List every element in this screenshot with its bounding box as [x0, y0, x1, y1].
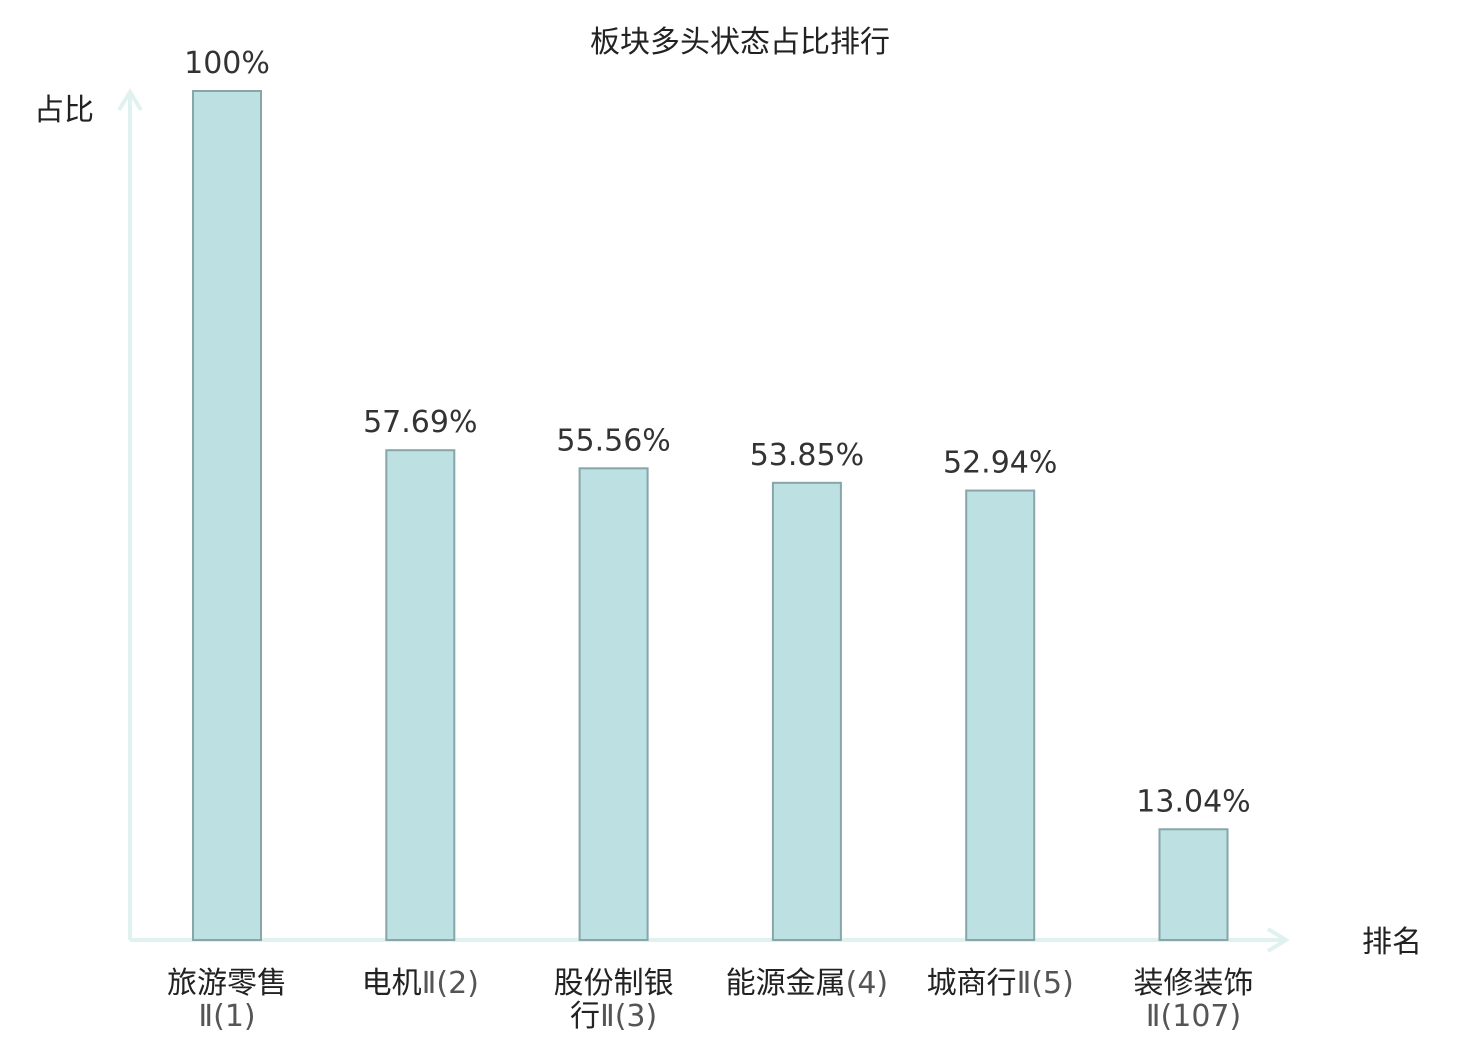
chart-title: 板块多头状态占比排行 — [590, 25, 890, 60]
value-label: 13.04% — [1136, 784, 1250, 819]
bar — [965, 489, 1036, 941]
x-axis-label: 排名 — [1362, 925, 1422, 960]
category-label: Ⅱ(107) — [1146, 999, 1241, 1034]
category-label: 电机Ⅱ(2) — [362, 966, 479, 1001]
y-axis-arrow — [117, 88, 143, 112]
value-label: 100% — [184, 46, 270, 81]
axes — [117, 88, 1290, 953]
bar — [578, 467, 649, 941]
category-label: 能源金属(4) — [726, 966, 889, 1001]
y-axis-label: 占比 — [34, 93, 94, 128]
category-label: 装修装饰 — [1134, 966, 1254, 1001]
bar — [771, 481, 842, 941]
value-label: 55.56% — [556, 423, 670, 458]
category-label: 股份制银 — [554, 966, 674, 1001]
value-label: 53.85% — [750, 438, 864, 473]
bar — [385, 449, 456, 941]
value-label: 57.69% — [363, 405, 477, 440]
bar — [1158, 828, 1229, 942]
category-label: 城商行Ⅱ(5) — [927, 966, 1074, 1001]
value-labels-group: 100% 57.69% 55.56% 53.85% 52.94% 13.04% — [184, 46, 1251, 819]
bars-group — [192, 90, 1229, 942]
category-label: Ⅱ(1) — [198, 999, 255, 1034]
category-label: 行Ⅱ(3) — [570, 999, 657, 1034]
x-axis-arrow — [1266, 927, 1290, 953]
category-label: 旅游零售 — [167, 966, 287, 1001]
value-label: 52.94% — [943, 446, 1057, 481]
bar — [192, 90, 262, 941]
